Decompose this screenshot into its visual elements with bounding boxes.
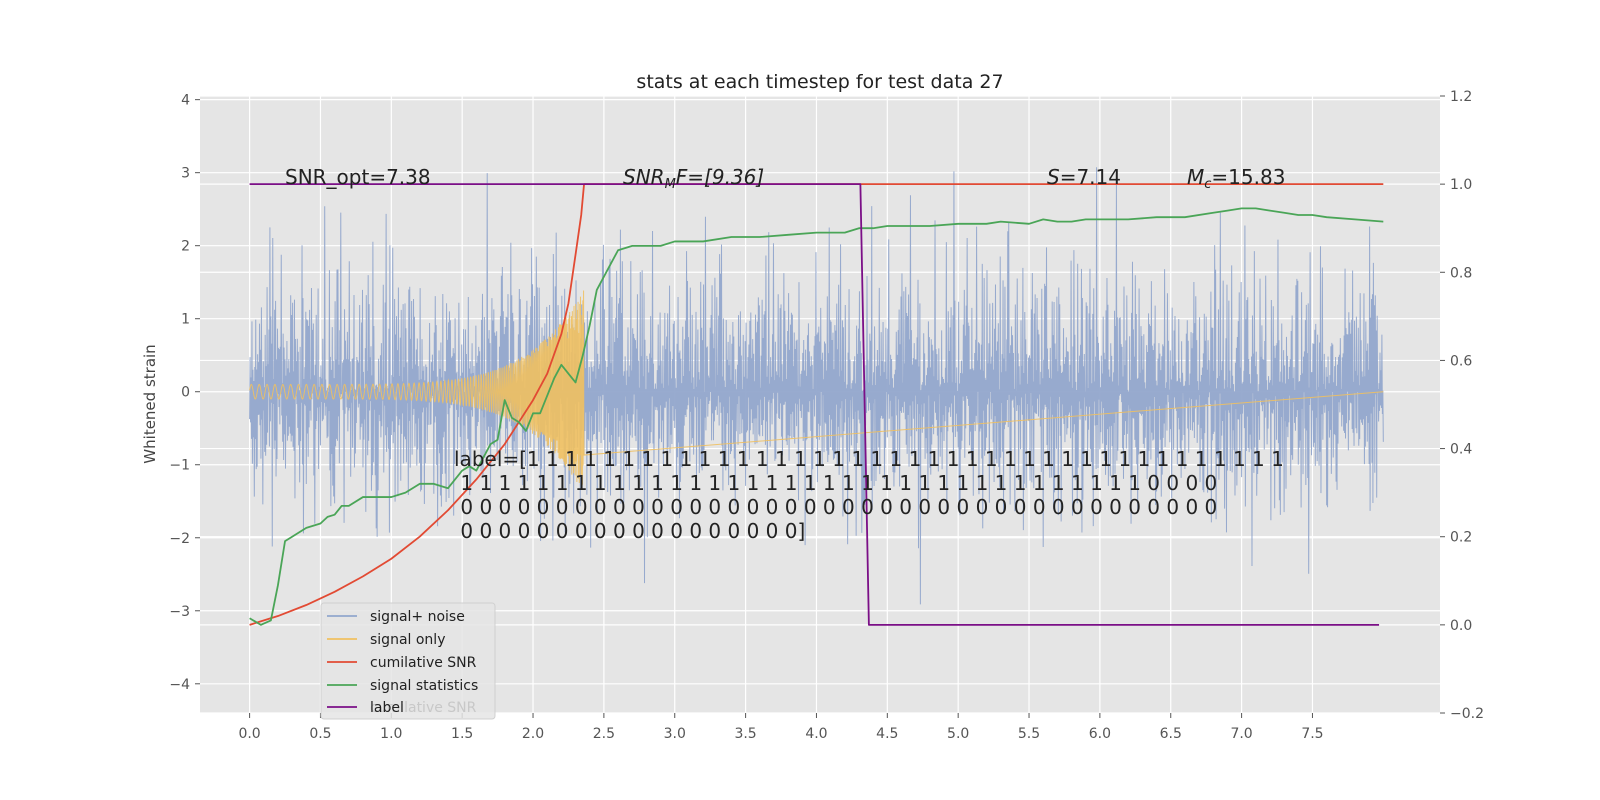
x-tick-label: 1.0 bbox=[380, 726, 402, 742]
legend-entry-signal-noise: signal+ noise bbox=[370, 609, 465, 625]
annotation-s-stat-name: S bbox=[1047, 165, 1060, 189]
x-tick-label: 0.0 bbox=[238, 726, 260, 742]
label-array-line-1: label=[1 1 1 1 1 1 1 1 1 1 1 1 1 1 1 1 1… bbox=[454, 447, 1284, 471]
legend-entry-signal-statistics: signal statistics bbox=[370, 678, 478, 694]
annotation-snr-opt: SNR_opt=7.38 bbox=[285, 165, 431, 189]
legend-entry-label: label bbox=[370, 700, 404, 716]
y-axis-label: Whitened strain bbox=[141, 344, 159, 463]
annotation-s-stat: S=7.14 bbox=[1047, 165, 1121, 189]
y-tick-label-right: 0.4 bbox=[1450, 442, 1472, 458]
y-tick-label-left: −4 bbox=[169, 677, 190, 693]
label-array-line-3: 0 0 0 0 0 0 0 0 0 0 0 0 0 0 0 0 0 0 0 0 … bbox=[454, 495, 1217, 519]
y-tick-label-right: 1.2 bbox=[1450, 89, 1472, 105]
legend-ghost-text: cumilative SNR bbox=[370, 700, 477, 716]
legend-box bbox=[320, 602, 496, 720]
annotation-mc-rest: =15.83 bbox=[1211, 165, 1285, 189]
x-tick-label: 6.0 bbox=[1089, 726, 1111, 742]
x-tick-label: 2.5 bbox=[593, 726, 615, 742]
cumulative-snr-line bbox=[249, 183, 1384, 626]
label-array-line-4: 0 0 0 0 0 0 0 0 0 0 0 0 0 0 0 0 0 0] bbox=[454, 519, 805, 543]
legend-entry-cumulative-snr: cumilative SNR bbox=[370, 655, 477, 671]
y-tick-label-left: −1 bbox=[169, 458, 190, 474]
annotation-snr-mf-sub: M bbox=[665, 177, 676, 192]
y-tick-label-left: 3 bbox=[181, 166, 190, 182]
annotation-mc: Mc=15.83 bbox=[1187, 165, 1285, 192]
x-tick-label: 1.5 bbox=[451, 726, 473, 742]
y-tick-label-right: 0.6 bbox=[1450, 353, 1472, 369]
y-axis-right: 1.2 1.0 0.8 0.6 0.4 0.2 0.0 −0.2 bbox=[1440, 89, 1484, 722]
annotation-mc-name: M bbox=[1187, 165, 1204, 189]
y-tick-label-right: −0.2 bbox=[1450, 706, 1484, 722]
y-axis-left: 4 3 2 1 0 −1 −2 −3 −4 bbox=[169, 93, 200, 693]
y-tick-label-left: 0 bbox=[181, 385, 190, 401]
signal-noise-line bbox=[249, 167, 1384, 605]
y-tick-label-left: 4 bbox=[181, 93, 190, 109]
label-array-line-2: 1 1 1 1 1 1 1 1 1 1 1 1 1 1 1 1 1 1 1 1 … bbox=[454, 471, 1217, 495]
y-tick-label-right: 0.8 bbox=[1450, 265, 1472, 281]
annotation-s-stat-rest: =7.14 bbox=[1060, 165, 1121, 189]
y-tick-label-left: −2 bbox=[169, 531, 190, 547]
x-tick-label: 7.5 bbox=[1301, 726, 1323, 742]
y-tick-label-right: 1.0 bbox=[1450, 177, 1472, 193]
y-tick-label-right: 0.2 bbox=[1450, 530, 1472, 546]
y-tick-label-left: −3 bbox=[169, 604, 190, 620]
x-tick-label: 3.0 bbox=[664, 726, 686, 742]
x-tick-label: 2.0 bbox=[522, 726, 544, 742]
annotation-mc-sub: c bbox=[1204, 177, 1211, 192]
series-signal-noise bbox=[249, 167, 1384, 605]
signal-only-line bbox=[249, 290, 1384, 490]
label-line bbox=[249, 183, 1380, 626]
legend: cumilative SNR signal+ noise signal only… bbox=[320, 602, 496, 720]
legend-entry-signal-only: signal only bbox=[370, 632, 445, 648]
series-signal-only bbox=[249, 290, 1384, 490]
signal-statistics-line bbox=[249, 207, 1384, 626]
chart-title: stats at each timestep for test data 27 bbox=[636, 71, 1003, 93]
x-tick-label: 6.5 bbox=[1160, 726, 1182, 742]
x-tick-label: 5.5 bbox=[1018, 726, 1040, 742]
x-tick-label: 0.5 bbox=[309, 726, 331, 742]
annotation-snr-mf: SNRMF=[9.36] bbox=[623, 165, 764, 192]
x-axis: 0.0 0.5 1.0 1.5 2.0 2.5 3.0 3.5 4.0 4.5 5.0 5.5 6.0 6… bbox=[238, 713, 1324, 742]
y-tick-label-left: 1 bbox=[181, 312, 190, 328]
x-tick-label: 3.5 bbox=[734, 726, 756, 742]
annotation-snr-mf-rest: F=[9.36] bbox=[676, 165, 764, 189]
y-tick-label-left: 2 bbox=[181, 239, 190, 255]
x-tick-label: 7.0 bbox=[1230, 726, 1252, 742]
x-tick-label: 5.0 bbox=[947, 726, 969, 742]
x-tick-label: 4.5 bbox=[876, 726, 898, 742]
series-lines bbox=[249, 183, 1384, 626]
annotation-snr-mf-name: SNR bbox=[623, 165, 665, 189]
x-tick-label: 4.0 bbox=[805, 726, 827, 742]
y-tick-label-right: 0.0 bbox=[1450, 618, 1472, 634]
